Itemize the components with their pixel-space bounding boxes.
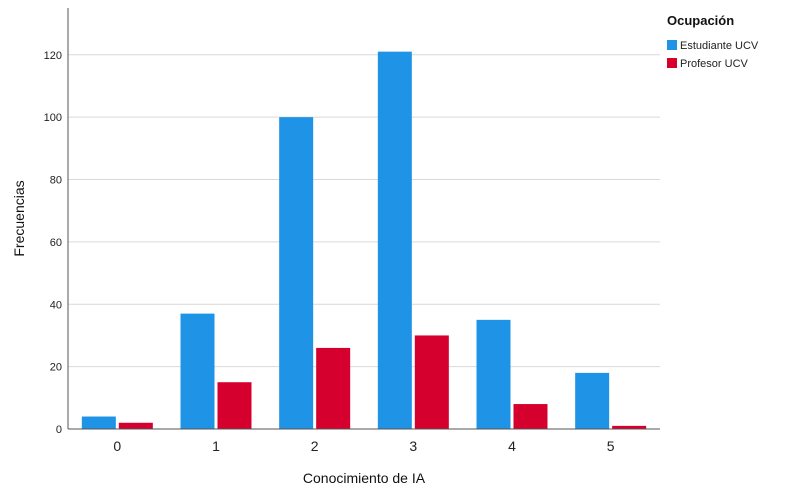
y-tick-label: 20 (50, 362, 62, 374)
legend: Ocupación Estudiante UCV Profesor UCV (667, 13, 759, 70)
legend-swatch (667, 40, 677, 50)
y-tick-label: 80 (50, 175, 62, 187)
bar-profesor-2 (316, 347, 351, 429)
x-tick-labels: 0 1 2 3 4 5 (113, 438, 614, 454)
bar-estudiante-1 (180, 313, 215, 429)
y-tick-labels: 0 20 40 60 80 100 120 (44, 50, 62, 436)
bar-profesor-1 (217, 382, 252, 429)
x-tick-label: 5 (607, 438, 615, 454)
y-tick-label: 100 (44, 112, 62, 124)
y-axis-title: Frecuencias (11, 180, 27, 256)
y-tick-label: 40 (50, 299, 62, 311)
bars (81, 51, 647, 430)
x-tick-label: 1 (212, 438, 220, 454)
legend-title: Ocupación (667, 13, 734, 28)
y-tick-label: 120 (44, 50, 62, 62)
legend-label: Profesor UCV (680, 58, 749, 70)
bar-estudiante-0 (81, 416, 116, 429)
bar-profesor-3 (414, 335, 449, 429)
bar-estudiante-5 (575, 372, 610, 429)
x-axis-title: Conocimiento de IA (303, 470, 426, 486)
legend-label: Estudiante UCV (680, 40, 759, 52)
legend-items: Estudiante UCV Profesor UCV (667, 40, 759, 70)
x-tick-label: 4 (508, 438, 516, 454)
legend-swatch (667, 58, 677, 68)
bar-profesor-0 (118, 422, 153, 429)
bar-estudiante-3 (377, 51, 412, 429)
y-tick-label: 0 (56, 424, 62, 436)
x-tick-label: 2 (311, 438, 319, 454)
bar-profesor-5 (612, 425, 647, 429)
y-tick-label: 60 (50, 237, 62, 249)
bar-profesor-4 (513, 404, 548, 429)
gridlines (68, 54, 660, 368)
bar-estudiante-2 (279, 117, 314, 430)
x-tick-label: 0 (113, 438, 121, 454)
bar-estudiante-4 (476, 319, 511, 429)
x-tick-label: 3 (409, 438, 417, 454)
